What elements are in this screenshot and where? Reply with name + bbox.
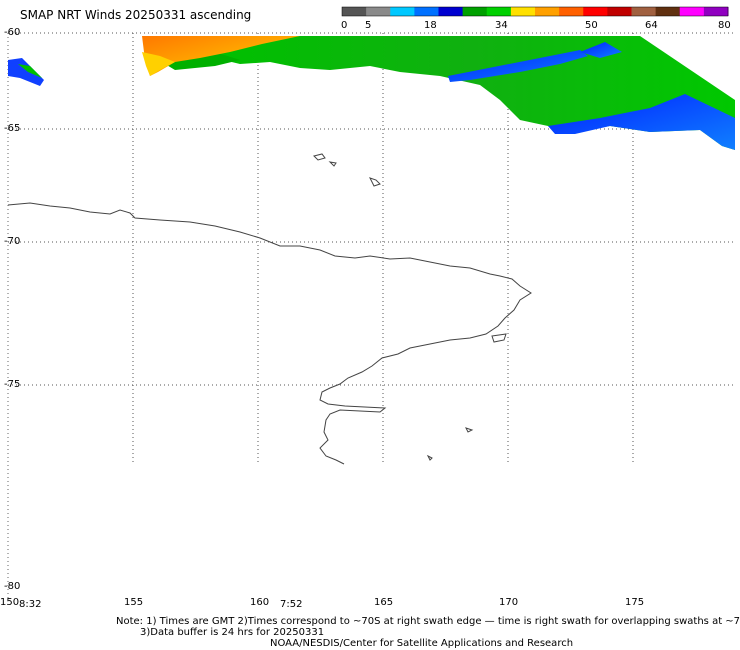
lat-label: -65 [4, 123, 21, 134]
lat-label: -70 [4, 236, 21, 247]
colorbar-segment [559, 7, 584, 16]
colorbar-segment [486, 7, 512, 16]
lat-label: -75 [4, 379, 21, 390]
colorbar-border [341, 6, 729, 17]
colorbar-segment [703, 7, 729, 16]
colorbar-tick: 0 [341, 20, 348, 31]
note-line: 3)Data buffer is 24 hrs for 20250331 [140, 627, 325, 638]
colorbar-segment [679, 7, 705, 16]
colorbar-tick: 80 [718, 20, 731, 31]
colorbar-segment [655, 7, 681, 16]
lon-label: 175 [625, 597, 645, 608]
lon-label: 150 [0, 597, 20, 608]
colorbar-tick: 50 [585, 20, 598, 31]
colorbar-segment [390, 7, 415, 16]
wind-blue-area [448, 50, 588, 82]
colorbar-segment [607, 7, 633, 16]
colorbar-segment [535, 7, 560, 16]
wind-orange-area [142, 36, 300, 76]
coastline [7, 153, 532, 465]
note-line: Note: 1) Times are GMT 2)Times correspon… [116, 616, 740, 627]
colorbar-segment [462, 7, 488, 16]
lat-label: -60 [4, 27, 21, 38]
credit-line: NOAA/NESDIS/Center for Satellite Applica… [270, 638, 574, 649]
colorbar-segment [438, 7, 464, 16]
colorbar-tick: 18 [424, 20, 437, 31]
map-title: SMAP NRT Winds 20250331 ascending [20, 8, 252, 22]
colorbar-segment [510, 7, 536, 16]
colorbar [341, 6, 729, 17]
colorbar-segment [414, 7, 440, 16]
colorbar-segment [366, 7, 391, 16]
colorbar-segment [583, 7, 608, 16]
footnotes: Note: 1) Times are GMT 2)Times correspon… [116, 616, 740, 649]
colorbar-segment [631, 7, 657, 16]
swath-time: 8:32 [19, 599, 42, 610]
wind-green-area [210, 36, 735, 150]
lon-label: 160 [250, 597, 270, 608]
swath-time: 7:52 [280, 599, 303, 610]
lon-label: 170 [499, 597, 519, 608]
colorbar-tick: 34 [495, 20, 508, 31]
lon-label: 165 [374, 597, 394, 608]
longitude-grid [132, 33, 634, 465]
wind-swath [8, 36, 735, 150]
lon-label: 155 [124, 597, 144, 608]
lat-label: -80 [4, 581, 21, 592]
colorbar-tick: 5 [365, 20, 372, 31]
colorbar-tick: 64 [645, 20, 658, 31]
colorbar-segment [342, 7, 367, 16]
